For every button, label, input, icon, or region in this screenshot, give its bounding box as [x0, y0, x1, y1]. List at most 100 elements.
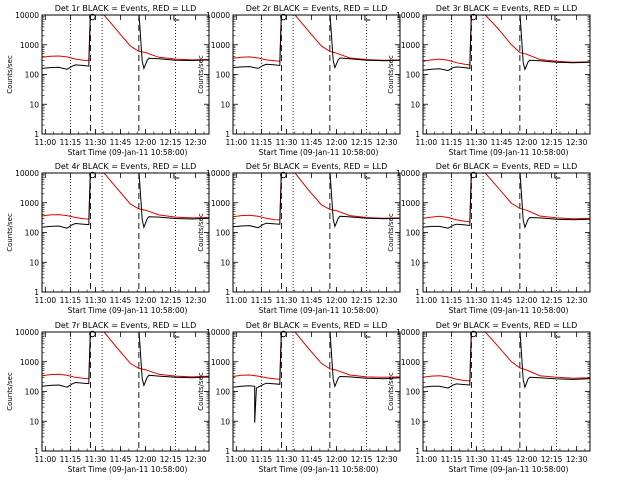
- x-tick-label: 12:15: [160, 296, 182, 305]
- y-tick-label: 1000: [20, 358, 39, 367]
- y-tick-label: 1: [415, 288, 420, 297]
- x-tick-label: 12:30: [566, 455, 588, 464]
- x-tick-label: 11:30: [466, 296, 488, 305]
- plot-area: [233, 173, 400, 292]
- plot-area: [423, 173, 590, 292]
- x-tick-label: 11:30: [276, 138, 298, 147]
- lld-rate-line: [42, 15, 209, 62]
- chart-title: Det 3r BLACK = Events, RED = LLD: [436, 4, 578, 13]
- x-tick-label: 11:30: [276, 296, 298, 305]
- x-axis-label: Start Time (09-Jan-11 10:58:00): [449, 465, 569, 474]
- plot-area: [233, 15, 400, 134]
- x-tick-label: 11:15: [251, 138, 273, 147]
- x-tick-label: 12:00: [326, 455, 348, 464]
- x-tick-label: 11:00: [416, 296, 438, 305]
- top-marker-circle: [470, 13, 477, 21]
- x-tick-label: 12:15: [351, 138, 373, 147]
- plot-frame: [422, 331, 591, 452]
- y-tick-label: 10000: [15, 11, 39, 20]
- plot-frame: [232, 331, 401, 452]
- events-rate-line: [423, 173, 590, 229]
- y-tick-label: 1: [225, 288, 230, 297]
- plot-frame: [422, 172, 591, 293]
- x-tick-label: 12:15: [160, 138, 182, 147]
- x-tick-label: 11:00: [226, 138, 248, 147]
- y-tick-label: 100: [216, 71, 231, 80]
- y-tick-label: 100: [406, 71, 421, 80]
- y-tick-label: 1000: [211, 358, 230, 367]
- plot-frame: [232, 14, 401, 135]
- y-tick-label: 10: [29, 258, 39, 267]
- y-tick-label: 1: [415, 447, 420, 456]
- y-tick-label: 10000: [396, 328, 420, 337]
- chart-title: Det 6r BLACK = Events, RED = LLD: [436, 162, 578, 171]
- plot-frame: [41, 172, 210, 293]
- y-axis-label: Counts/sec: [6, 213, 14, 252]
- events-rate-line: [233, 15, 400, 70]
- x-tick-label: 11:15: [251, 455, 273, 464]
- lld-rate-line: [233, 332, 400, 380]
- y-tick-label: 10000: [396, 11, 420, 20]
- lld-rate-line: [42, 332, 209, 380]
- x-tick-label: 11:30: [466, 138, 488, 147]
- top-marker-circle: [89, 13, 96, 21]
- x-tick-label: 11:15: [441, 138, 463, 147]
- x-tick-label: 11:00: [416, 455, 438, 464]
- chart-panel: Det 4r BLACK = Events, RED = LLD 1 10 100 10…: [6, 162, 210, 315]
- lld-rate-line: [233, 15, 400, 62]
- top-marker-step: [364, 15, 371, 21]
- x-tick-label: 12:00: [516, 455, 538, 464]
- y-tick-label: 1: [225, 130, 230, 139]
- chart-panel: Det 5r BLACK = Events, RED = LLD 1 10 100 10…: [197, 162, 401, 315]
- x-tick-label: 12:00: [135, 138, 157, 147]
- chart-panel: Det 1r BLACK = Events, RED = LLD 1 10 100 10…: [6, 4, 210, 157]
- lld-rate-line: [42, 173, 209, 220]
- plot-area: [423, 15, 590, 134]
- x-tick-label: 12:00: [135, 455, 157, 464]
- x-tick-label: 12:30: [185, 296, 207, 305]
- chart-panel: Det 6r BLACK = Events, RED = LLD 1 10 100 10…: [387, 162, 591, 315]
- y-tick-label: 10: [220, 417, 230, 426]
- plot-area: [423, 332, 590, 451]
- x-tick-label: 11:15: [251, 296, 273, 305]
- x-axis-label: Start Time (09-Jan-11 10:58:00): [259, 306, 379, 315]
- y-axis-label: Counts/sec: [387, 213, 395, 252]
- chart-title: Det 4r BLACK = Events, RED = LLD: [55, 162, 197, 171]
- y-tick-label: 100: [25, 71, 40, 80]
- chart-title: Det 2r BLACK = Events, RED = LLD: [246, 4, 388, 13]
- chart-title: Det 7r BLACK = Events, RED = LLD: [55, 321, 197, 330]
- y-axis-label: Counts/sec: [6, 372, 14, 411]
- events-rate-line: [233, 332, 400, 423]
- y-tick-label: 1: [225, 447, 230, 456]
- y-tick-label: 1000: [401, 41, 420, 50]
- x-tick-label: 12:00: [326, 138, 348, 147]
- events-rate-line: [423, 332, 590, 389]
- y-axis-label: Counts/sec: [387, 372, 395, 411]
- x-tick-label: 12:30: [566, 138, 588, 147]
- top-marker-circle: [470, 330, 477, 338]
- y-tick-label: 10: [220, 100, 230, 109]
- y-tick-label: 1000: [211, 199, 230, 208]
- y-axis-label: Counts/sec: [6, 55, 14, 94]
- plot-area: [233, 332, 400, 451]
- events-rate-line: [42, 173, 209, 230]
- events-rate-line: [233, 173, 400, 229]
- y-tick-label: 10: [410, 258, 420, 267]
- y-tick-label: 1: [415, 130, 420, 139]
- x-tick-label: 11:00: [35, 138, 57, 147]
- y-tick-label: 100: [406, 229, 421, 238]
- x-tick-label: 11:45: [301, 138, 323, 147]
- x-tick-label: 12:30: [376, 455, 398, 464]
- x-tick-label: 11:45: [491, 296, 513, 305]
- y-tick-label: 1000: [20, 199, 39, 208]
- y-axis-label: Counts/sec: [197, 213, 205, 252]
- x-tick-label: 12:30: [376, 138, 398, 147]
- lld-rate-line: [233, 173, 400, 221]
- top-marker-step: [173, 173, 180, 179]
- top-marker-circle: [89, 171, 96, 179]
- top-marker-step: [364, 173, 371, 179]
- x-tick-label: 11:30: [466, 455, 488, 464]
- chart-panel: Det 2r BLACK = Events, RED = LLD 1 10 100 10…: [197, 4, 401, 157]
- top-marker-circle: [280, 13, 287, 21]
- lld-rate-line: [423, 173, 590, 223]
